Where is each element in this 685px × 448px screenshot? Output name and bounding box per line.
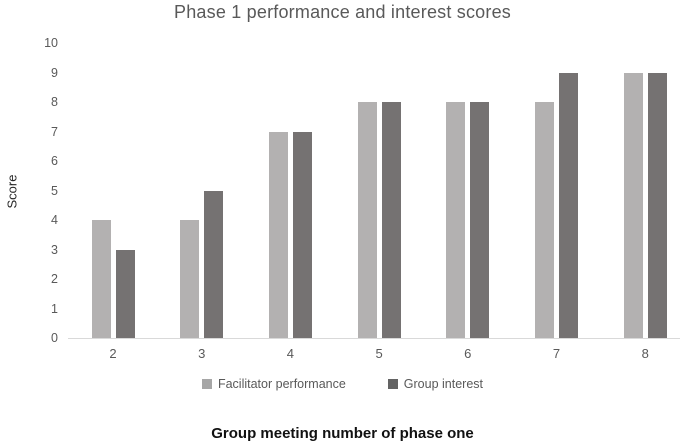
- bar-facilitator-performance-2: [91, 220, 111, 338]
- chart-title: Phase 1 performance and interest scores: [174, 2, 511, 22]
- x-tick-label: 7: [552, 346, 561, 361]
- x-tick-label: 6: [464, 346, 472, 361]
- bar-group-interest-7: [559, 72, 578, 338]
- bar-group-interest-8: [647, 72, 667, 338]
- legend-label: Group interest: [403, 377, 484, 391]
- x-axis-line: [68, 338, 680, 339]
- y-tick-label: 9: [51, 65, 58, 80]
- bar-group-interest-3: [204, 190, 224, 338]
- legend-item-facilitator-performance: Facilitator performance: [201, 377, 346, 391]
- y-axis-title: Score: [4, 174, 20, 209]
- bar-facilitator-performance-7: [535, 102, 554, 338]
- y-tick-label: 8: [51, 95, 58, 109]
- bar-facilitator-performance-6: [446, 102, 466, 338]
- bar-group-7: [535, 72, 578, 338]
- bar-group-interest-4: [292, 131, 312, 338]
- bar-facilitator-performance-3: [180, 220, 200, 338]
- bar-facilitator-performance-8: [623, 72, 643, 338]
- legend-swatch-facilitator-performance: [201, 379, 212, 389]
- bar-group-interest-6: [470, 102, 490, 338]
- bar-facilitator-performance-5: [357, 102, 377, 338]
- x-tick-label: 2: [109, 346, 117, 361]
- x-tick-label: 3: [198, 346, 206, 361]
- y-tick-label: 3: [51, 242, 58, 257]
- bar-group-6: [446, 102, 490, 338]
- legend-swatch-group-interest: [387, 379, 398, 389]
- y-tick-label: 2: [51, 272, 58, 286]
- x-tick-label: 8: [641, 346, 649, 361]
- x-tick-label: 4: [286, 346, 294, 361]
- y-tick-label: 4: [51, 213, 58, 227]
- legend-label: Facilitator performance: [217, 377, 346, 391]
- bar-group-interest-2: [115, 249, 135, 338]
- legend-item-group-interest: Group interest: [387, 377, 484, 391]
- x-tick-label: 5: [375, 346, 383, 361]
- x-axis-title: Group meeting number of phase one: [211, 425, 474, 442]
- y-tick-label: 7: [51, 124, 58, 139]
- y-tick-label: 1: [51, 301, 58, 316]
- bar-group-2: [91, 220, 135, 338]
- bar-group-5: [357, 102, 401, 338]
- bar-group-3: [180, 190, 224, 338]
- y-tick-label: 6: [51, 154, 58, 168]
- y-tick-label: 0: [51, 331, 58, 345]
- bar-group-8: [623, 72, 667, 338]
- y-tick-label: 10: [44, 36, 58, 50]
- bar-group-4: [268, 131, 312, 338]
- bar-facilitator-performance-4: [268, 131, 288, 338]
- y-tick-label: 5: [51, 183, 58, 198]
- bar-group-interest-5: [381, 102, 401, 338]
- legend: Facilitator performance Group interest: [0, 377, 685, 391]
